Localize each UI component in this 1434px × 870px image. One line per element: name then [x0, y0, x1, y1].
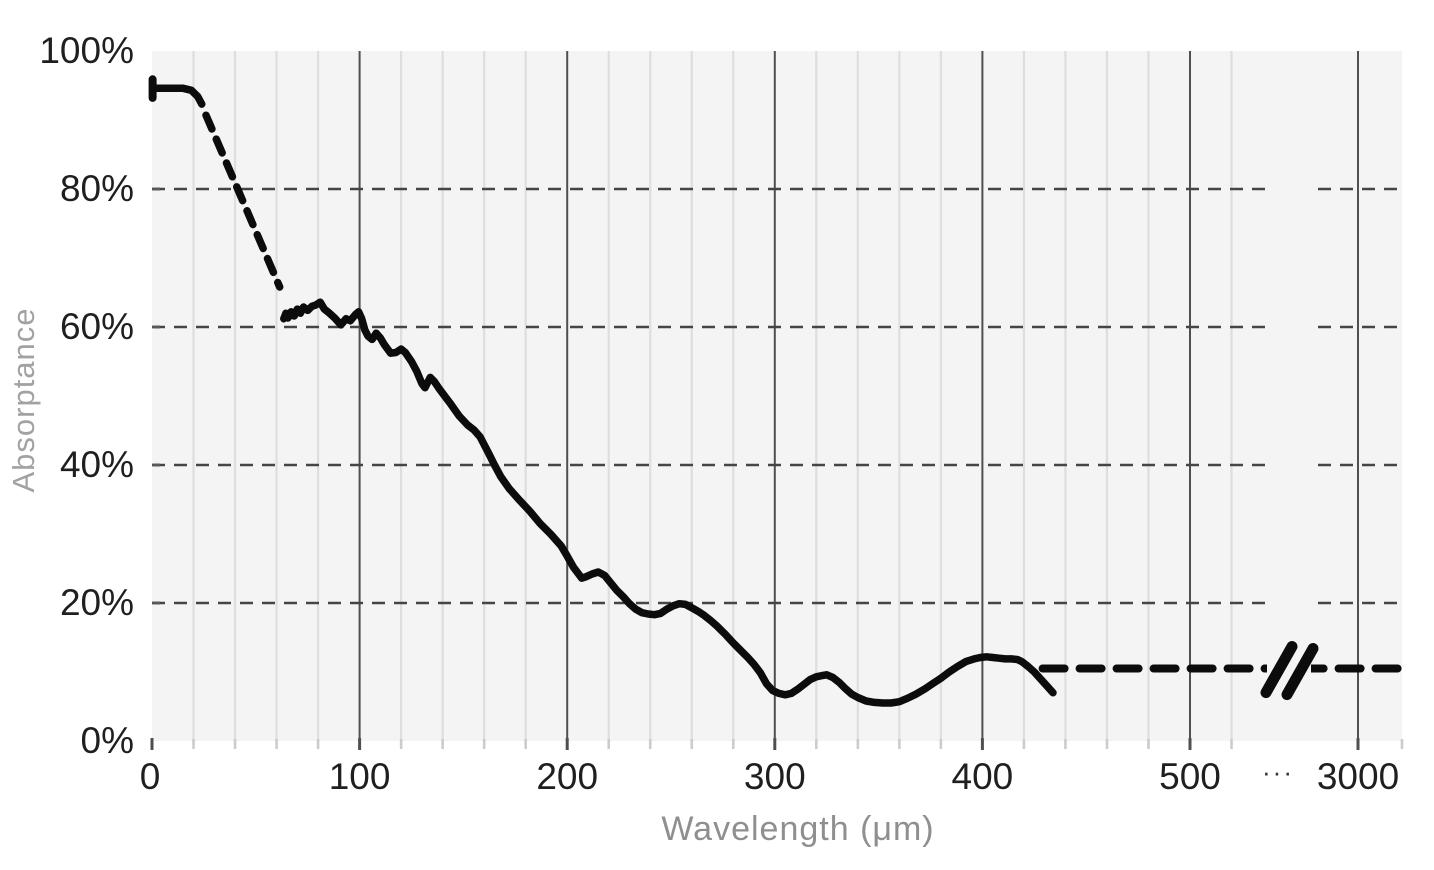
y-tick-label-60: 60% — [60, 306, 134, 347]
x-axis-break-ellipsis: ··· — [1262, 757, 1294, 787]
x-tick-label-0: 0 — [140, 756, 161, 797]
x-tick-label-300: 300 — [744, 756, 806, 797]
x-tick-label-100: 100 — [329, 756, 391, 797]
axis-break-gap — [1267, 52, 1311, 740]
series-measured-initial-solid — [148, 84, 206, 108]
x-tick-label-200: 200 — [536, 756, 598, 797]
series-interpolated-decline-dashed — [202, 111, 284, 291]
series-measured-main-solid — [280, 298, 1057, 707]
axis-break-slash — [1260, 641, 1298, 699]
y-tick-label-100: 100% — [39, 30, 134, 71]
x-tick-label-500: 500 — [1159, 756, 1221, 797]
y-tick-label-20: 20% — [60, 582, 134, 623]
x-axis-title: Wavelength (μm) — [661, 810, 934, 848]
axis-break-slash — [1281, 643, 1319, 701]
y-axis-title: Absorptance — [6, 307, 41, 492]
y-tick-label-0: 0% — [81, 720, 134, 761]
y-tick-label-40: 40% — [60, 444, 134, 485]
y-tick-label-80: 80% — [60, 168, 134, 209]
x-tick-label-3000: 3000 — [1317, 756, 1399, 797]
x-tick-label-400: 400 — [952, 756, 1014, 797]
plot-area — [152, 51, 1402, 741]
